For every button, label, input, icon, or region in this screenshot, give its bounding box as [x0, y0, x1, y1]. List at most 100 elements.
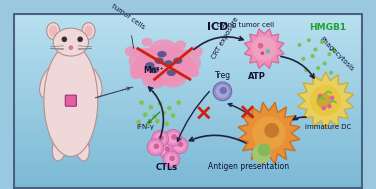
Text: ICD: ICD: [207, 22, 229, 32]
Bar: [13, 53, 363, 55]
Bar: [13, 104, 363, 106]
Text: immature DC: immature DC: [305, 124, 352, 130]
Ellipse shape: [44, 45, 98, 156]
Bar: [13, 67, 363, 70]
Circle shape: [152, 130, 168, 147]
Bar: [13, 40, 363, 43]
Bar: [13, 149, 363, 152]
Circle shape: [164, 122, 169, 126]
Circle shape: [297, 43, 302, 47]
Circle shape: [323, 61, 327, 66]
Bar: [13, 32, 363, 34]
Bar: [13, 54, 363, 57]
Ellipse shape: [141, 38, 153, 46]
Bar: [13, 25, 363, 27]
Bar: [13, 46, 363, 48]
Circle shape: [152, 114, 157, 119]
Bar: [13, 158, 363, 161]
Polygon shape: [297, 72, 354, 129]
Ellipse shape: [39, 67, 58, 98]
Bar: [13, 83, 363, 85]
Polygon shape: [238, 102, 300, 164]
Circle shape: [161, 144, 172, 156]
Text: Mn²⁺: Mn²⁺: [143, 66, 164, 75]
Bar: [13, 142, 363, 145]
Circle shape: [155, 119, 160, 123]
Circle shape: [163, 151, 180, 168]
Bar: [13, 162, 363, 164]
Bar: [13, 69, 363, 71]
Bar: [13, 79, 363, 82]
Circle shape: [136, 120, 141, 124]
Circle shape: [310, 85, 341, 116]
Circle shape: [165, 146, 170, 152]
Text: Antigen presentation: Antigen presentation: [208, 162, 289, 170]
Bar: [13, 95, 363, 98]
Bar: [13, 47, 363, 84]
Circle shape: [307, 38, 311, 42]
Bar: [13, 111, 363, 113]
Circle shape: [304, 68, 308, 72]
Ellipse shape: [129, 48, 162, 74]
Bar: [13, 132, 363, 135]
Ellipse shape: [157, 51, 167, 57]
Bar: [13, 44, 363, 47]
Circle shape: [252, 144, 271, 163]
Bar: [13, 84, 363, 87]
Bar: [13, 184, 363, 187]
Ellipse shape: [190, 46, 203, 57]
Bar: [13, 112, 363, 115]
Ellipse shape: [49, 25, 58, 36]
Bar: [13, 74, 363, 77]
Circle shape: [318, 94, 322, 98]
Bar: [13, 14, 363, 17]
Circle shape: [158, 135, 164, 141]
Bar: [13, 70, 363, 73]
Polygon shape: [244, 29, 284, 68]
Bar: [13, 39, 363, 41]
Bar: [13, 114, 363, 117]
Bar: [13, 148, 363, 150]
Circle shape: [329, 71, 333, 75]
Bar: [13, 116, 363, 119]
Text: CTLs: CTLs: [155, 163, 177, 172]
Circle shape: [150, 142, 161, 153]
Bar: [13, 130, 363, 133]
Bar: [13, 186, 363, 189]
Circle shape: [327, 52, 331, 56]
Circle shape: [176, 100, 181, 105]
Bar: [13, 135, 363, 138]
Bar: [13, 107, 363, 110]
Ellipse shape: [130, 70, 141, 79]
FancyBboxPatch shape: [65, 95, 76, 106]
Circle shape: [139, 100, 144, 105]
Circle shape: [327, 104, 332, 108]
Circle shape: [171, 134, 177, 140]
Ellipse shape: [149, 39, 179, 62]
Circle shape: [311, 54, 315, 58]
Bar: [13, 160, 363, 163]
Circle shape: [330, 96, 334, 100]
Circle shape: [261, 51, 264, 55]
Bar: [13, 62, 363, 64]
Bar: [13, 51, 363, 54]
Bar: [13, 151, 363, 154]
Text: tumor cells: tumor cells: [111, 3, 146, 49]
Ellipse shape: [129, 62, 152, 78]
Text: HMGB1: HMGB1: [309, 23, 346, 32]
Ellipse shape: [160, 69, 186, 88]
Ellipse shape: [176, 62, 198, 78]
Bar: [13, 163, 363, 166]
Circle shape: [158, 142, 175, 158]
Circle shape: [170, 156, 175, 161]
Bar: [13, 146, 363, 149]
Bar: [13, 90, 363, 92]
Bar: [13, 60, 363, 63]
Bar: [13, 170, 363, 173]
Ellipse shape: [84, 25, 93, 36]
Bar: [13, 176, 363, 178]
Bar: [13, 33, 363, 36]
Circle shape: [220, 87, 227, 94]
Bar: [13, 165, 363, 168]
Bar: [13, 169, 363, 171]
